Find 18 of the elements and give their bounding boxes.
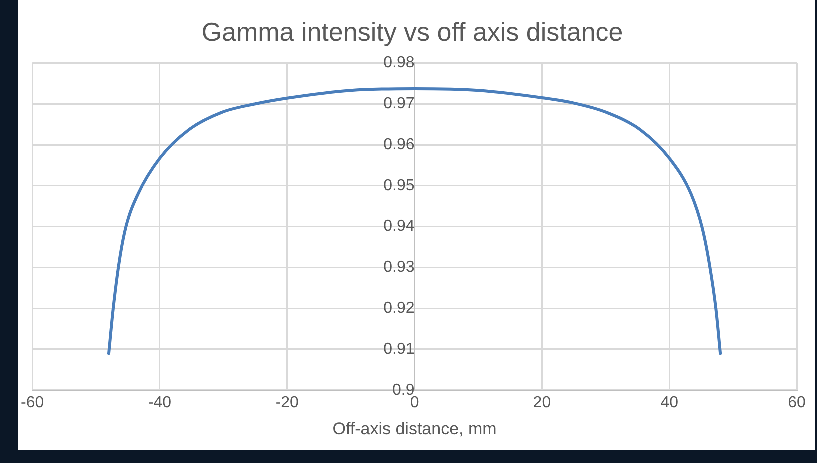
- y-tick-label: 0.92: [384, 300, 415, 318]
- y-tick-label: 0.95: [384, 177, 415, 194]
- x-tick-label: 40: [660, 394, 679, 412]
- x-tick-label: -40: [148, 394, 172, 412]
- x-tick-label: -60: [21, 394, 44, 412]
- line-series: [108, 87, 722, 356]
- y-tick-label: 0.91: [384, 340, 415, 358]
- x-tick-label: 60: [788, 394, 806, 412]
- x-tick-label: 20: [533, 394, 552, 412]
- y-tick-label: 0.97: [384, 96, 415, 113]
- y-tick-label: 0.94: [384, 218, 415, 236]
- chart-title: Gamma intensity vs off axis distance: [202, 16, 624, 47]
- y-tick-label: 0.93: [384, 259, 415, 276]
- x-tick-label: 0: [410, 394, 420, 412]
- y-tick-label: 0.98: [384, 54, 415, 72]
- x-axis-title: Off-axis distance, mm: [332, 419, 497, 438]
- x-tick-label: -20: [276, 394, 300, 412]
- y-tick-label: 0.96: [384, 136, 415, 154]
